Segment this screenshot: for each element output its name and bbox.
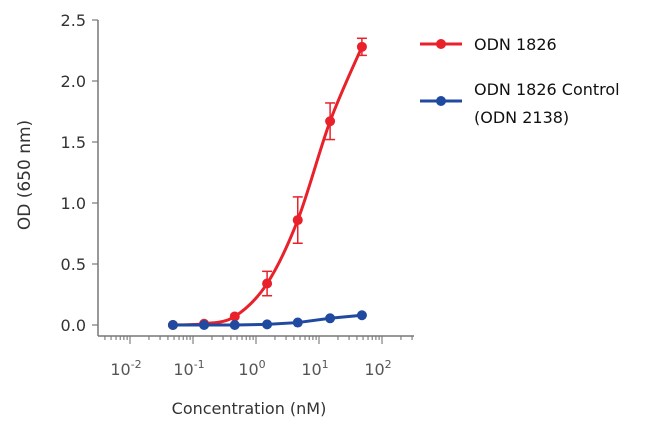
x-tick-label: 102 bbox=[364, 358, 391, 379]
y-tick-label: 0.0 bbox=[61, 316, 86, 335]
data-point bbox=[292, 317, 303, 328]
legend-marker-control bbox=[436, 96, 446, 106]
series-1 bbox=[167, 310, 367, 330]
data-point bbox=[325, 313, 336, 324]
data-point bbox=[199, 320, 210, 330]
data-point bbox=[356, 41, 367, 52]
legend-label-control-line2: (ODN 2138) bbox=[474, 108, 569, 127]
y-tick-label: 1.0 bbox=[61, 194, 86, 213]
axes: 0.0 0.5 1.0 1.5 2.0 2.5 10-2 10-1 100 101 102 bbox=[61, 11, 414, 379]
data-point bbox=[262, 319, 273, 330]
data-point bbox=[167, 320, 178, 330]
y-tick-label: 2.5 bbox=[61, 11, 86, 30]
y-tick-label: 2.0 bbox=[61, 72, 86, 91]
x-tick-label: 100 bbox=[238, 358, 265, 379]
x-tick-label: 101 bbox=[301, 358, 328, 379]
y-tick-label: 0.5 bbox=[61, 255, 86, 274]
x-tick-label: 10-1 bbox=[173, 358, 204, 379]
data-point bbox=[229, 320, 240, 330]
legend-label-odn1826: ODN 1826 bbox=[474, 35, 557, 54]
data-point bbox=[292, 215, 303, 226]
series-0 bbox=[167, 37, 367, 330]
y-axis-label: OD (650 nm) bbox=[15, 120, 35, 230]
legend-marker-odn1826 bbox=[436, 39, 446, 49]
data-point bbox=[262, 278, 273, 289]
y-tick-label: 1.5 bbox=[61, 133, 86, 152]
legend-label-control: ODN 1826 Control bbox=[474, 80, 620, 99]
data-point bbox=[356, 310, 367, 321]
x-axis-label: Concentration (nM) bbox=[172, 399, 327, 418]
data-point bbox=[325, 116, 336, 127]
data-point bbox=[229, 311, 240, 322]
x-tick-label: 10-2 bbox=[110, 358, 141, 379]
legend: ODN 1826 ODN 1826 Control (ODN 2138) bbox=[420, 35, 620, 127]
plot-area bbox=[167, 37, 367, 330]
